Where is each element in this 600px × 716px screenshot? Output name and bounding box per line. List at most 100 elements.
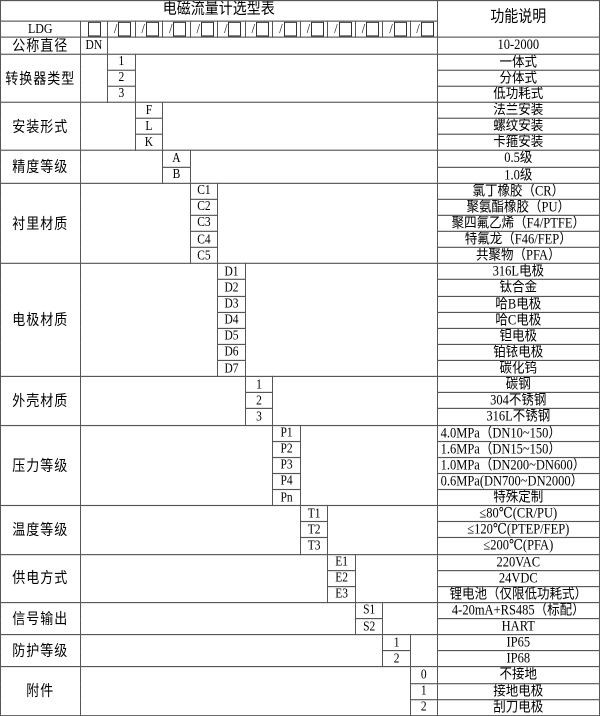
description-cell: 一体式 [436, 53, 600, 71]
code-cell[interactable]: C4 [189, 230, 219, 249]
function-header: 功能说明 [436, 0, 600, 38]
section-label-5: 电极材质 [0, 263, 81, 378]
code-cell[interactable]: B [162, 166, 191, 184]
code-cell[interactable]: DN [79, 36, 109, 55]
code-cell[interactable]: C2 [189, 198, 219, 216]
code-cell[interactable]: 2 [409, 698, 438, 716]
section-label-2: 安装形式 [0, 101, 81, 152]
code-cell[interactable]: 1 [409, 682, 438, 700]
spec-row: T3 ≤200℃(PFA) [1, 537, 600, 555]
filler-right [272, 375, 438, 426]
code-cell[interactable]: P3 [272, 456, 301, 474]
code-cell[interactable]: 2 [107, 69, 136, 87]
code-cell[interactable]: D2 [217, 279, 246, 297]
slash-icon: / [306, 21, 311, 37]
filler-left [79, 182, 191, 265]
code-cell[interactable]: 2 [382, 650, 411, 668]
spec-row: T2 ≤120℃(PTEP/FEP) [1, 521, 600, 539]
code-cell[interactable]: D1 [217, 263, 246, 281]
model-box-1[interactable]: / [107, 20, 136, 38]
model-box-10[interactable]: / [354, 20, 384, 38]
code-cell[interactable]: 0 [409, 666, 438, 684]
code-cell[interactable]: E3 [327, 585, 356, 604]
code-cell[interactable]: 3 [244, 408, 274, 426]
code-cell[interactable]: 2 [244, 392, 274, 410]
description-cell: 低功耗式 [436, 85, 600, 103]
filler-left [79, 424, 274, 507]
section-label-0: 公称直径 [0, 36, 81, 55]
code-cell[interactable]: C3 [189, 214, 219, 232]
code-cell[interactable]: D7 [217, 359, 246, 378]
model-box-5[interactable]: / [217, 20, 246, 38]
code-cell[interactable]: P2 [272, 440, 301, 458]
spec-row: C3 聚四氟乙烯（F4/PTFE） [1, 214, 600, 232]
spec-row: E3 锂电池（仅限低功耗式） [1, 585, 600, 604]
square-box-icon [311, 22, 325, 36]
model-box-11[interactable]: / [382, 20, 411, 38]
filler-right [354, 553, 438, 604]
code-cell[interactable]: P1 [272, 424, 301, 442]
code-cell[interactable]: K [134, 133, 164, 152]
spec-row: D3 哈B电极 [1, 295, 600, 313]
code-cell[interactable]: D4 [217, 311, 246, 329]
square-box-icon [173, 22, 187, 36]
slash-icon: / [279, 21, 283, 37]
model-box-2[interactable]: / [134, 20, 164, 38]
code-cell[interactable]: E1 [327, 553, 356, 571]
description-cell: 刮刀电极 [436, 698, 600, 716]
section-label-6: 外壳材质 [0, 375, 81, 426]
model-box-3[interactable]: / [162, 20, 191, 38]
spec-row: 转换器类型 1 一体式 [0, 53, 600, 103]
description-cell: ≤80℃(CR/PU) [436, 505, 600, 523]
filler-left [79, 263, 219, 378]
model-box-6[interactable]: / [244, 20, 274, 38]
section-label-12: 附件 [0, 666, 81, 716]
code-cell[interactable]: F [134, 101, 164, 119]
code-cell[interactable]: Pn [272, 488, 301, 507]
model-slash-box-glyph: / [384, 22, 410, 36]
model-box-12[interactable]: / [409, 20, 438, 38]
spec-row: 1 接地电极 [1, 682, 600, 700]
code-cell[interactable]: S2 [354, 618, 384, 636]
model-box-7[interactable]: / [272, 20, 301, 38]
filler-left [79, 375, 246, 426]
code-cell[interactable]: 1 [107, 53, 136, 71]
code-cell[interactable]: E2 [327, 569, 356, 587]
code-cell[interactable]: 1 [244, 375, 274, 394]
description-cell: 1.6MPa（DN15~150） [436, 440, 600, 458]
description-cell: IP65 [436, 634, 600, 652]
square-box-icon [366, 22, 380, 36]
model-code-row: LDG / / / / / / / / / / / / [0, 20, 600, 38]
code-cell[interactable]: A [162, 150, 191, 168]
model-box-8[interactable]: / [299, 20, 329, 38]
description-cell: 碳化钨 [436, 359, 600, 378]
spec-row: 防护等级 1 IP65 [0, 634, 600, 668]
code-cell[interactable]: L [134, 117, 164, 136]
model-box-0[interactable] [79, 20, 109, 38]
code-cell[interactable]: T3 [299, 537, 329, 555]
filler-right [189, 150, 438, 184]
code-cell[interactable]: S1 [354, 601, 384, 620]
slash-icon: / [196, 21, 200, 37]
code-cell[interactable]: T2 [299, 521, 329, 539]
code-cell[interactable]: T1 [299, 505, 329, 523]
spec-row: C4 特氟龙（F46/FEP） [1, 230, 600, 249]
code-cell[interactable]: D3 [217, 295, 246, 313]
model-slash-box-glyph: / [164, 22, 190, 36]
code-cell[interactable]: 1 [382, 634, 411, 652]
code-cell[interactable]: C1 [189, 182, 219, 200]
model-box-4[interactable]: / [189, 20, 219, 38]
code-cell[interactable]: D6 [217, 343, 246, 362]
filler-right [217, 182, 438, 265]
filler-right [299, 424, 438, 507]
description-cell: 哈C电极 [436, 311, 600, 329]
spec-row: L 螺纹安装 [1, 117, 600, 136]
description-cell: 10-2000 [436, 36, 600, 55]
code-cell[interactable]: 3 [107, 85, 136, 103]
description-cell: ≤120℃(PTEP/FEP) [436, 521, 600, 539]
section-label-3: 精度等级 [0, 150, 81, 184]
code-cell[interactable]: C5 [189, 246, 219, 265]
model-box-9[interactable]: / [327, 20, 356, 38]
code-cell[interactable]: D5 [217, 327, 246, 345]
code-cell[interactable]: P4 [272, 472, 301, 491]
